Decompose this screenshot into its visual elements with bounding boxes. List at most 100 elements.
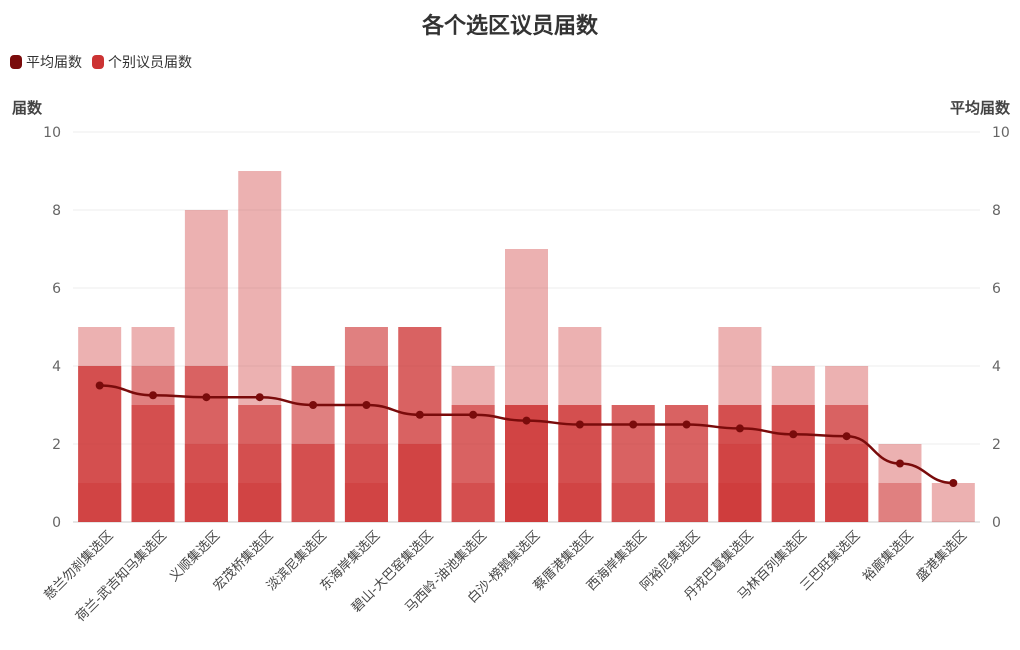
bar xyxy=(558,483,602,522)
average-point xyxy=(682,420,691,429)
bar xyxy=(184,366,228,522)
y-tick-label-left: 2 xyxy=(52,437,61,453)
average-point xyxy=(949,479,958,487)
bar xyxy=(878,444,922,522)
y-tick-label-left: 4 xyxy=(52,359,61,375)
bar xyxy=(184,444,228,522)
average-point xyxy=(149,391,158,400)
average-point xyxy=(789,430,798,439)
bar xyxy=(931,483,975,522)
bar xyxy=(825,366,869,522)
average-point xyxy=(469,410,478,419)
bar xyxy=(344,483,388,522)
bar xyxy=(184,366,228,522)
y-axis-right-title: 平均届数 xyxy=(949,99,1010,117)
x-tick-label: 义顺集选区 xyxy=(166,528,223,585)
bar xyxy=(878,483,922,522)
bar xyxy=(451,483,495,522)
bar xyxy=(398,327,442,522)
bar xyxy=(78,366,122,522)
average-point xyxy=(95,381,104,390)
x-tick-label: 裕廊集选区 xyxy=(860,528,917,585)
bar xyxy=(665,483,709,522)
bar xyxy=(131,483,175,522)
bar xyxy=(344,327,388,522)
average-point xyxy=(362,401,371,409)
bar xyxy=(238,405,282,522)
bar xyxy=(398,327,442,522)
bar xyxy=(611,483,655,522)
bar xyxy=(771,483,815,522)
bar xyxy=(505,483,548,522)
average-point xyxy=(522,416,531,425)
bar xyxy=(184,210,228,522)
bar xyxy=(78,483,122,522)
bar xyxy=(131,405,175,522)
bar xyxy=(291,366,335,522)
y-tick-label-right: 4 xyxy=(992,359,1001,375)
bar xyxy=(451,366,495,522)
bar xyxy=(291,366,335,522)
bar xyxy=(78,366,122,522)
average-point xyxy=(842,432,851,441)
bar xyxy=(825,444,869,522)
y-axis-left-title: 届数 xyxy=(12,99,43,117)
bar xyxy=(825,405,869,522)
y-tick-label-right: 10 xyxy=(992,125,1010,141)
legend-item-individual[interactable]: 个别议员届数 xyxy=(92,52,192,72)
average-point xyxy=(255,393,264,402)
bar xyxy=(131,405,175,522)
legend-swatch-average xyxy=(10,55,22,69)
bar xyxy=(451,405,495,522)
y-tick-label-left: 0 xyxy=(52,515,61,531)
bar xyxy=(771,366,815,522)
bar xyxy=(398,444,442,522)
bar xyxy=(718,444,762,522)
x-tick-label: 盛港集选区 xyxy=(913,528,970,585)
legend-item-average[interactable]: 平均届数 xyxy=(10,52,82,72)
chart-legend: 平均届数 个别议员届数 xyxy=(10,52,192,72)
average-point xyxy=(629,420,638,429)
bar xyxy=(238,444,282,522)
average-point xyxy=(309,401,318,409)
bar xyxy=(825,405,869,522)
bar xyxy=(344,444,388,522)
average-point xyxy=(735,424,744,433)
bar xyxy=(78,327,122,522)
bar xyxy=(398,444,442,522)
bar xyxy=(238,171,282,522)
bar xyxy=(771,405,815,522)
y-tick-label-right: 6 xyxy=(992,281,1001,297)
legend-label-average: 平均届数 xyxy=(26,55,82,71)
bar xyxy=(291,444,335,522)
y-tick-label-right: 2 xyxy=(992,437,1001,453)
y-tick-label-left: 6 xyxy=(52,281,61,297)
y-tick-label-right: 0 xyxy=(992,515,1001,531)
bar xyxy=(184,483,228,522)
bar xyxy=(238,405,282,522)
legend-label-individual: 个别议员届数 xyxy=(108,55,192,71)
bar xyxy=(771,405,815,522)
bar xyxy=(344,327,388,522)
average-point xyxy=(575,420,584,429)
bar xyxy=(451,405,495,522)
y-tick-label-right: 8 xyxy=(992,203,1001,219)
bar xyxy=(718,483,762,522)
bar xyxy=(131,327,175,522)
bar xyxy=(505,249,548,522)
bar xyxy=(825,483,869,522)
bar xyxy=(344,366,388,522)
bar xyxy=(398,327,442,522)
bar xyxy=(78,366,122,522)
average-point xyxy=(895,459,904,468)
bar xyxy=(771,405,815,522)
chart-title: 各个选区议员届数 xyxy=(421,14,598,39)
y-tick-label-left: 8 xyxy=(52,203,61,219)
bar xyxy=(291,444,335,522)
average-point xyxy=(202,393,211,402)
average-point xyxy=(415,410,424,419)
x-tick-label: 荷兰-武吉知马集选区 xyxy=(72,528,169,625)
legend-swatch-individual xyxy=(92,55,104,69)
